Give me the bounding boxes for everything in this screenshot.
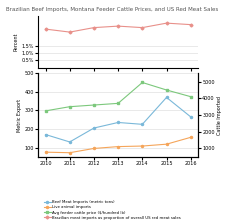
- Live animal imports: [68, 151, 71, 154]
- Beef Meat Imports (metric tons): [189, 116, 192, 118]
- Beef Meat Imports (metric tons): [68, 141, 71, 143]
- Beef Meat Imports (metric tons): [44, 133, 47, 136]
- Beef Meat Imports (metric tons): [165, 96, 168, 99]
- Avg feeder cattle price ($/hundred lb): [117, 102, 119, 105]
- Avg feeder cattle price ($/hundred lb): [141, 81, 144, 84]
- Live animal imports: [117, 145, 119, 148]
- Beef Meat Imports (metric tons): [117, 121, 119, 124]
- Line: Brazilian meat imports as proportion of overall US red meat sales: Brazilian meat imports as proportion of …: [45, 22, 192, 33]
- Avg feeder cattle price ($/hundred lb): [44, 110, 47, 112]
- Legend: Beef Meat Imports (metric tons), Live animal imports, Avg feeder cattle price ($: Beef Meat Imports (metric tons), Live an…: [44, 200, 181, 220]
- Line: Beef Meat Imports (metric tons): Beef Meat Imports (metric tons): [45, 96, 192, 143]
- Y-axis label: Percent: Percent: [14, 32, 19, 51]
- Live animal imports: [141, 145, 144, 147]
- Beef Meat Imports (metric tons): [92, 127, 95, 129]
- Brazilian meat imports as proportion of overall US red meat sales: [44, 28, 47, 30]
- Live animal imports: [92, 147, 95, 150]
- Brazilian meat imports as proportion of overall US red meat sales: [189, 23, 192, 26]
- Brazilian meat imports as proportion of overall US red meat sales: [165, 22, 168, 24]
- Brazilian meat imports as proportion of overall US red meat sales: [117, 25, 119, 28]
- Avg feeder cattle price ($/hundred lb): [189, 95, 192, 98]
- Y-axis label: Cattle Imported: Cattle Imported: [217, 96, 223, 135]
- Beef Meat Imports (metric tons): [141, 123, 144, 126]
- Text: Brazilian Beef Imports, Montana Feeder Cattle Prices, and US Red Meat Sales: Brazilian Beef Imports, Montana Feeder C…: [6, 7, 219, 12]
- Brazilian meat imports as proportion of overall US red meat sales: [68, 31, 71, 33]
- Live animal imports: [189, 136, 192, 139]
- Line: Avg feeder cattle price ($/hundred lb): Avg feeder cattle price ($/hundred lb): [45, 82, 192, 112]
- Line: Live animal imports: Live animal imports: [45, 136, 192, 154]
- Brazilian meat imports as proportion of overall US red meat sales: [92, 26, 95, 29]
- Avg feeder cattle price ($/hundred lb): [165, 89, 168, 91]
- Brazilian meat imports as proportion of overall US red meat sales: [141, 26, 144, 29]
- Live animal imports: [44, 151, 47, 153]
- Live animal imports: [165, 143, 168, 146]
- Avg feeder cattle price ($/hundred lb): [92, 104, 95, 106]
- Y-axis label: Metric Export: Metric Export: [17, 99, 22, 132]
- Avg feeder cattle price ($/hundred lb): [68, 105, 71, 108]
